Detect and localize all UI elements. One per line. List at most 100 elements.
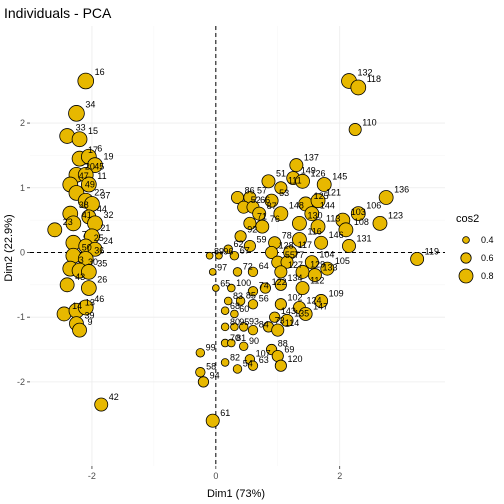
point-label-128: 128 — [279, 240, 294, 250]
legend-label-0.4: 0.4 — [481, 235, 494, 245]
point-144 — [304, 206, 320, 222]
point-label-88: 88 — [278, 338, 288, 348]
point-114 — [271, 323, 285, 337]
point-label-56: 56 — [259, 293, 269, 303]
point-92 — [234, 230, 247, 243]
point-label-110: 110 — [362, 117, 376, 127]
point-label-72: 72 — [243, 262, 253, 272]
point-94 — [197, 376, 210, 388]
point-label-133: 133 — [322, 263, 337, 273]
point-label-144: 144 — [320, 201, 335, 211]
point-label-114: 114 — [285, 318, 299, 328]
x-axis-title: Dim1 (73%) — [207, 488, 265, 500]
y-tick-label: -2 — [17, 377, 25, 387]
point-label-33: 33 — [76, 123, 86, 133]
point-113 — [310, 219, 326, 234]
point-64 — [247, 266, 259, 278]
point-146 — [314, 235, 329, 250]
point-100 — [227, 283, 236, 293]
point-label-121: 121 — [326, 188, 341, 198]
point-label-120: 120 — [288, 354, 303, 364]
point-56 — [247, 299, 259, 310]
point-label-61: 61 — [220, 408, 230, 418]
point-label-86: 86 — [245, 185, 255, 195]
point-label-147: 147 — [313, 301, 328, 311]
point-68 — [220, 306, 230, 315]
point-label-107: 107 — [256, 348, 271, 358]
point-label-65: 65 — [220, 279, 230, 289]
point-label-92: 92 — [247, 225, 257, 235]
point-23 — [47, 222, 63, 238]
point-41 — [65, 215, 82, 232]
y-tick-label: 2 — [20, 118, 25, 128]
point-26 — [80, 280, 97, 296]
point-label-145: 145 — [332, 172, 347, 182]
point-label-53: 53 — [279, 188, 289, 198]
point-110 — [348, 123, 362, 137]
point-label-19: 19 — [103, 152, 113, 162]
point-61 — [205, 413, 220, 428]
point-128 — [265, 245, 279, 259]
point-label-51: 51 — [276, 169, 286, 179]
point-77 — [280, 255, 294, 269]
y-tick-label: 1 — [20, 183, 25, 193]
point-label-47: 47 — [79, 171, 89, 181]
point-58 — [195, 367, 206, 378]
point-89 — [205, 251, 214, 260]
point-16 — [77, 72, 95, 90]
point-label-36: 36 — [94, 245, 104, 255]
point-label-43: 43 — [75, 272, 85, 282]
point-label-13: 13 — [85, 297, 95, 307]
point-label-84: 84 — [259, 319, 269, 329]
x-tick-label: 0 — [213, 471, 218, 481]
point-133 — [307, 268, 322, 283]
point-label-35: 35 — [97, 258, 107, 268]
x-tick-label: 2 — [337, 471, 342, 481]
point-label-135: 135 — [294, 308, 309, 318]
point-label-87: 87 — [267, 201, 277, 211]
point-label-49: 49 — [85, 179, 95, 189]
point-label-117: 117 — [298, 240, 312, 250]
point-label-26: 26 — [97, 275, 107, 285]
legend-key-0.4 — [462, 236, 470, 244]
point-label-57: 57 — [257, 185, 267, 195]
point-label-80: 80 — [230, 317, 240, 327]
point-label-134: 134 — [288, 273, 303, 283]
point-label-102: 102 — [288, 293, 303, 303]
point-label-106: 106 — [366, 201, 381, 211]
point-85 — [235, 296, 246, 306]
point-label-122: 122 — [272, 277, 287, 287]
point-label-14: 14 — [72, 301, 82, 311]
point-35 — [80, 264, 97, 280]
y-axis-title: Dim2 (22.9%) — [3, 214, 15, 281]
point-label-17: 17 — [88, 145, 98, 155]
point-108 — [338, 222, 354, 238]
point-93 — [238, 322, 249, 332]
point-label-109: 109 — [329, 288, 344, 298]
y-tick-label: 0 — [20, 247, 25, 257]
point-label-94: 94 — [210, 371, 220, 381]
point-label-95: 95 — [239, 317, 249, 327]
point-134 — [274, 278, 287, 291]
point-label-111: 111 — [288, 176, 302, 186]
point-83 — [223, 296, 233, 306]
point-24 — [87, 241, 103, 257]
point-109 — [314, 294, 329, 308]
point-label-116: 116 — [307, 227, 321, 237]
point-label-54: 54 — [243, 359, 253, 369]
point-label-21: 21 — [100, 223, 110, 233]
point-label-15: 15 — [88, 126, 98, 136]
point-120 — [274, 359, 287, 372]
point-label-66: 66 — [260, 195, 270, 205]
point-106 — [350, 206, 366, 222]
point-118 — [350, 79, 367, 96]
point-label-99: 99 — [206, 342, 216, 352]
point-label-50: 50 — [82, 242, 92, 252]
point-105 — [320, 261, 335, 276]
point-label-74: 74 — [259, 281, 269, 291]
point-label-39: 39 — [84, 311, 94, 321]
point-label-127: 127 — [288, 260, 303, 270]
point-145 — [316, 177, 332, 192]
points-layer — [47, 72, 425, 428]
point-label-100: 100 — [236, 278, 251, 288]
